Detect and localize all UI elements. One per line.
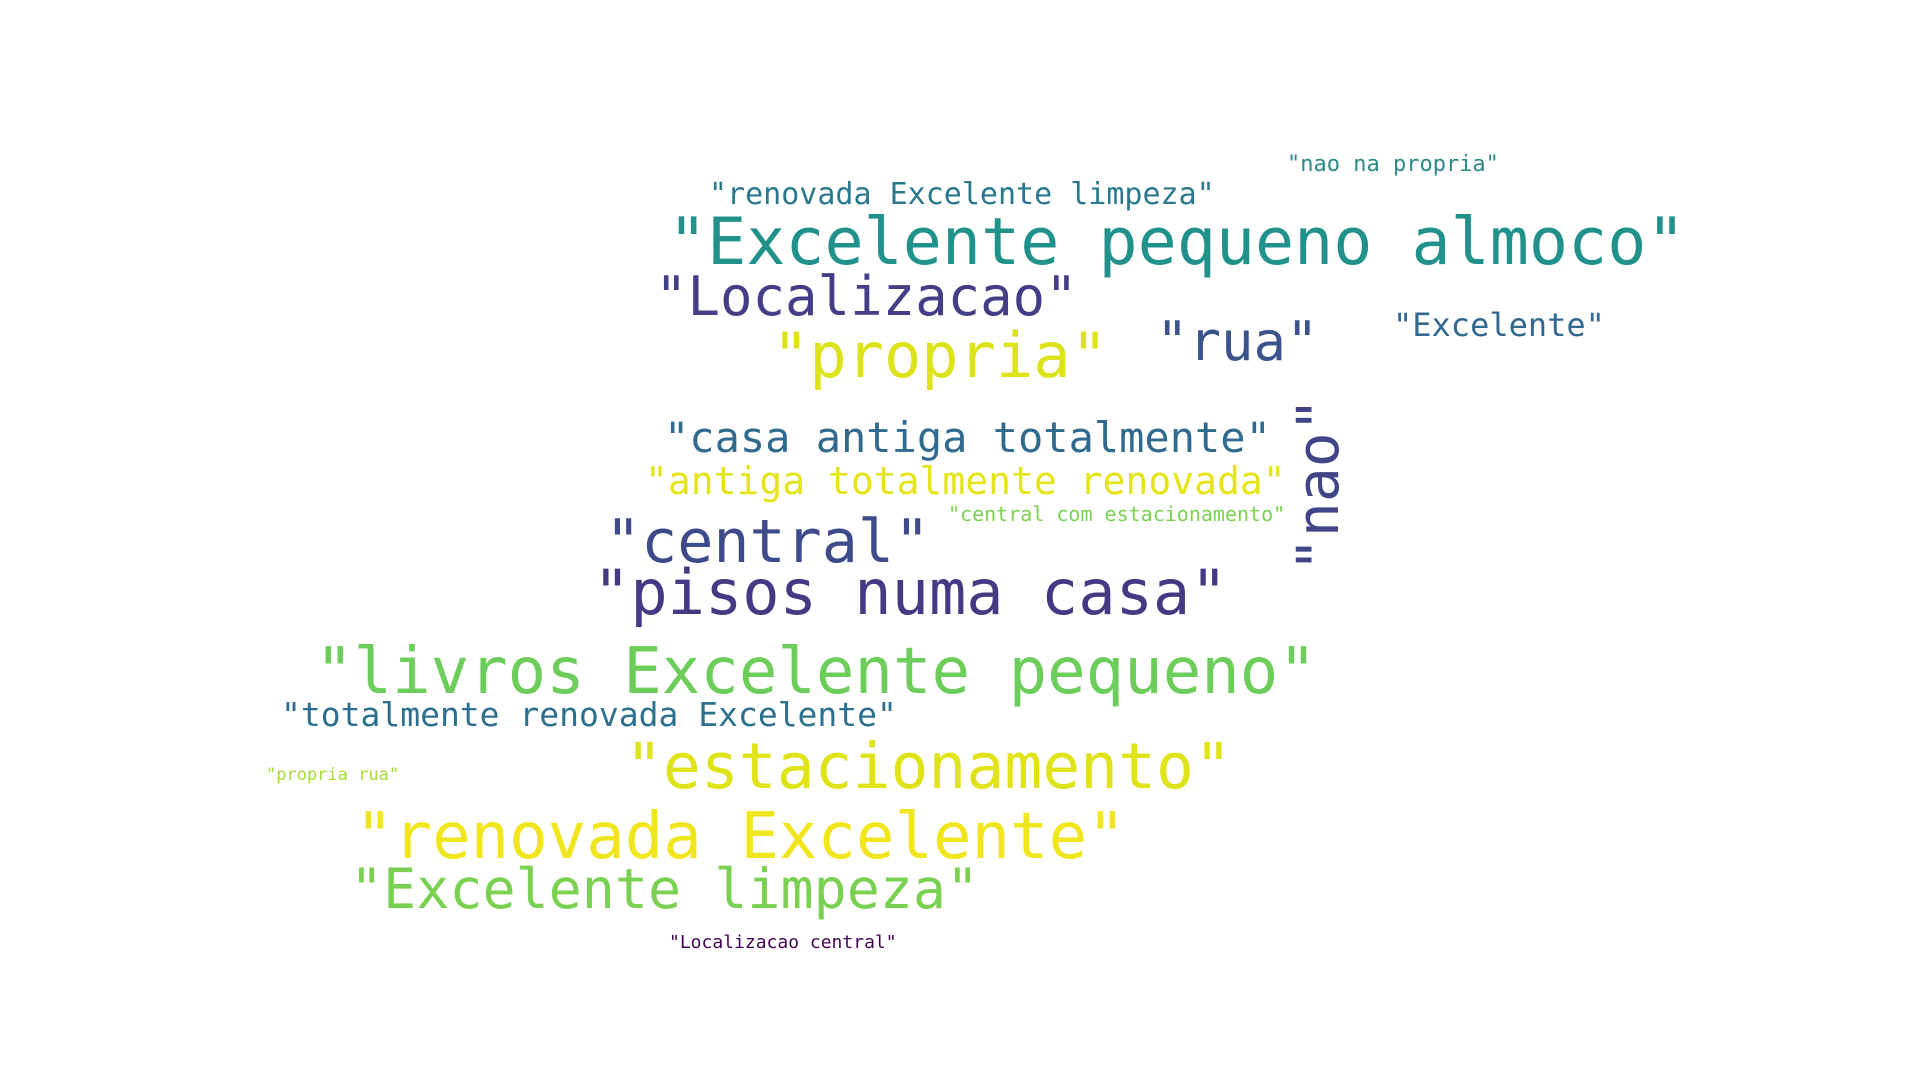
word-propria-rua: "propria rua" <box>266 765 400 785</box>
word-livros-excelente-pequeno: "livros Excelente pequeno" <box>315 635 1317 709</box>
word-excelente-limpeza: "Excelente limpeza" <box>350 857 980 921</box>
word-rua: "rua" <box>1156 310 1319 373</box>
word-localizacao-central: "Localizacao central" <box>669 932 897 953</box>
word-central: "central" <box>605 507 931 577</box>
word-excelente: "Excelente" <box>1393 306 1605 344</box>
word-estacionamento: "estacionamento" <box>625 730 1232 803</box>
word-localizacao: "Localizacao" <box>655 265 1078 328</box>
word-central-com-estacionamento: "central com estacionamento" <box>948 502 1286 526</box>
word-nao-na-propria: "nao na propria" <box>1287 152 1499 177</box>
word-nao-vertical: "nao" <box>1284 397 1352 572</box>
word-renovada-excelente: "renovada Excelente" <box>355 800 1126 874</box>
word-antiga-totalmente-renovada: "antiga totalmente renovada" <box>645 459 1286 503</box>
word-casa-antiga-totalmente: "casa antiga totalmente" <box>664 413 1271 462</box>
word-renovada-excelente-limpeza: "renovada Excelente limpeza" <box>709 177 1215 212</box>
word-propria: "propria" <box>772 319 1108 392</box>
word-pisos-numa-casa: "pisos numa casa" <box>593 556 1228 629</box>
word-excelente-pequeno-almoco: "Excelente pequeno almoco" <box>668 205 1686 280</box>
word-totalmente-renovada-excelente: "totalmente renovada Excelente" <box>281 695 897 734</box>
